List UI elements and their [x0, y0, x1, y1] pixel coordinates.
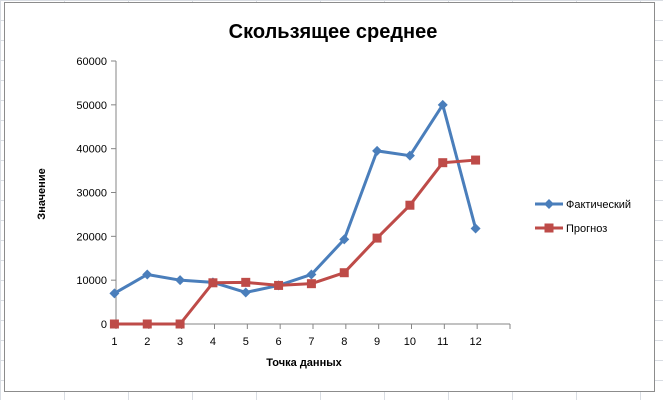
x-tick-label: 7 [308, 336, 314, 348]
data-point [404, 150, 415, 161]
x-tick-label: 1 [111, 336, 117, 348]
series-1 [109, 99, 481, 299]
data-point [372, 145, 383, 156]
x-tick-label: 12 [469, 336, 481, 348]
data-point [470, 223, 481, 234]
y-axis-title: Значение [36, 168, 48, 219]
legend-label: Фактический [566, 199, 631, 211]
x-tick-label: 3 [177, 336, 183, 348]
data-point [109, 319, 119, 329]
y-tick-label: 0 [101, 319, 107, 331]
data-point [241, 277, 251, 287]
data-point [175, 319, 185, 329]
x-tick-label: 2 [144, 336, 150, 348]
data-point [405, 200, 415, 210]
legend: Фактический Прогноз [535, 199, 631, 235]
data-point [208, 278, 218, 288]
data-point [175, 275, 186, 286]
y-tick-label: 30000 [76, 188, 107, 200]
data-point [339, 234, 350, 245]
y-tick-label: 50000 [76, 100, 107, 112]
x-tick-label: 4 [210, 336, 216, 348]
data-point [438, 158, 448, 168]
data-point [142, 319, 152, 329]
y-tick-label: 60000 [76, 56, 107, 68]
y-tick-label: 20000 [76, 231, 107, 243]
x-tick-label: 8 [341, 336, 347, 348]
data-point [306, 269, 317, 280]
chart-title: Скользящее среднее [229, 21, 438, 43]
y-tick-label: 10000 [76, 275, 107, 287]
x-axis-title: Точка данных [266, 357, 342, 369]
series-layer [109, 99, 481, 329]
series-line [114, 158, 476, 326]
series-line [113, 103, 478, 295]
x-tick-label: 9 [374, 336, 380, 348]
x-tick-label: 5 [243, 336, 249, 348]
data-point [109, 288, 120, 299]
legend-item: Фактический [535, 199, 631, 211]
data-point [372, 233, 382, 243]
legend-marker [544, 199, 554, 209]
y-tick-label: 40000 [76, 144, 107, 156]
x-tick-label: 10 [404, 336, 416, 348]
legend-label: Прогноз [566, 223, 607, 235]
data-point [274, 280, 284, 290]
x-tick-label: 6 [276, 336, 282, 348]
series-2 [109, 155, 481, 329]
data-point [437, 99, 448, 110]
data-point [142, 269, 153, 280]
legend-item: Прогноз [535, 223, 607, 235]
legend-marker [544, 223, 554, 233]
data-point [240, 287, 251, 298]
x-tick-label: 11 [437, 336, 448, 348]
data-point [306, 279, 316, 289]
data-point [471, 155, 481, 165]
data-point [339, 268, 349, 278]
